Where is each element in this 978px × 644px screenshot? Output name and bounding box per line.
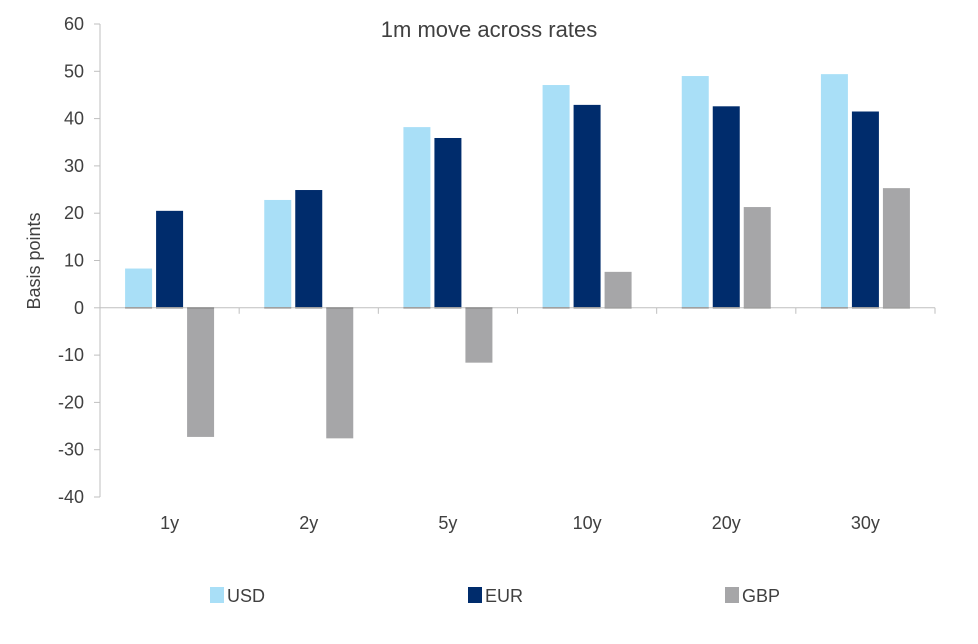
bar-usd-2y [264, 199, 292, 308]
bar-usd-20y [681, 76, 709, 308]
y-tick-label: -30 [58, 440, 84, 460]
y-tick-label: 60 [64, 14, 84, 34]
y-tick-label: 20 [64, 203, 84, 223]
y-tick-label: -20 [58, 392, 84, 412]
bar-eur-20y [712, 106, 740, 308]
chart-title: 1m move across rates [381, 17, 597, 42]
bar-eur-5y [434, 137, 462, 308]
y-tick-label: 50 [64, 61, 84, 81]
legend-swatch-usd [210, 587, 224, 603]
legend-label-usd: USD [227, 586, 265, 606]
bar-gbp-20y [743, 207, 771, 308]
bar-eur-1y [156, 210, 184, 308]
bar-usd-10y [542, 85, 570, 308]
bar-usd-5y [403, 127, 431, 308]
x-tick-label: 30y [851, 513, 880, 533]
bars-group [125, 74, 910, 439]
y-tick-label: 40 [64, 109, 84, 129]
bar-eur-2y [295, 190, 323, 308]
bar-gbp-30y [882, 188, 910, 308]
x-axis-labels: 1y 2y 5y 10y 20y 30y [99, 307, 936, 533]
bar-gbp-1y [187, 307, 215, 437]
bar-eur-10y [573, 104, 601, 308]
y-tick-label: 10 [64, 251, 84, 271]
legend-label-eur: EUR [485, 586, 523, 606]
y-axis-title: Basis points [24, 212, 44, 309]
legend-swatch-gbp [725, 587, 739, 603]
y-axis-ticks: 60 50 40 30 20 10 0 -10 -20 -30 -40 [58, 14, 100, 507]
y-tick-label: 30 [64, 156, 84, 176]
bar-eur-30y [851, 111, 879, 308]
bar-gbp-2y [326, 307, 354, 439]
bar-usd-1y [125, 268, 153, 308]
x-tick-label: 20y [712, 513, 741, 533]
y-tick-label: 0 [74, 298, 84, 318]
x-tick-label: 2y [299, 513, 318, 533]
bar-gbp-10y [604, 271, 632, 308]
y-tick-label: -10 [58, 345, 84, 365]
x-tick-label: 5y [438, 513, 457, 533]
x-tick-label: 1y [160, 513, 179, 533]
bar-gbp-5y [465, 307, 493, 363]
legend: USD EUR GBP [210, 586, 780, 606]
x-tick-label: 10y [573, 513, 602, 533]
y-tick-label: -40 [58, 487, 84, 507]
legend-swatch-eur [468, 587, 482, 603]
legend-label-gbp: GBP [742, 586, 780, 606]
bar-usd-30y [820, 74, 848, 308]
